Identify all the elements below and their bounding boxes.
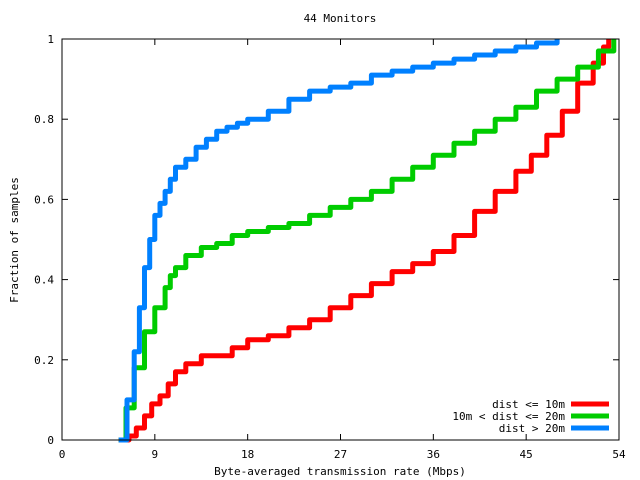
- x-tick-label: 45: [520, 448, 533, 461]
- x-tick-label: 18: [241, 448, 254, 461]
- y-tick-label: 0.4: [34, 274, 54, 287]
- x-tick-label: 54: [612, 448, 626, 461]
- legend-label: dist <= 10m: [492, 398, 565, 411]
- chart-title: 44 Monitors: [304, 12, 377, 25]
- plot-frame: [61, 38, 620, 441]
- legend-label: dist > 20m: [499, 422, 566, 435]
- y-axis-label: Fraction of samples: [8, 177, 21, 303]
- series-line-3: [118, 39, 560, 443]
- y-tick-label: 0.8: [34, 113, 54, 126]
- axis-ticks: 0 9 18 27 36 45 54 0 0.2 0.4 0.6 0.8 1: [34, 33, 626, 461]
- x-tick-label: 27: [334, 448, 347, 461]
- x-tick-label: 36: [427, 448, 440, 461]
- y-tick-label: 1: [47, 33, 54, 46]
- x-tick-label: 9: [152, 448, 159, 461]
- x-axis-label: Byte-averaged transmission rate (Mbps): [214, 465, 466, 478]
- legend-label: 10m < dist <= 20m: [452, 410, 565, 423]
- y-tick-label: 0.2: [34, 354, 54, 367]
- series-line-1: [118, 39, 612, 443]
- x-tick-label: 0: [59, 448, 66, 461]
- series-group: [118, 39, 617, 443]
- y-tick-label: 0: [47, 434, 54, 447]
- y-tick-label: 0.6: [34, 193, 54, 206]
- series-line-2: [118, 39, 617, 443]
